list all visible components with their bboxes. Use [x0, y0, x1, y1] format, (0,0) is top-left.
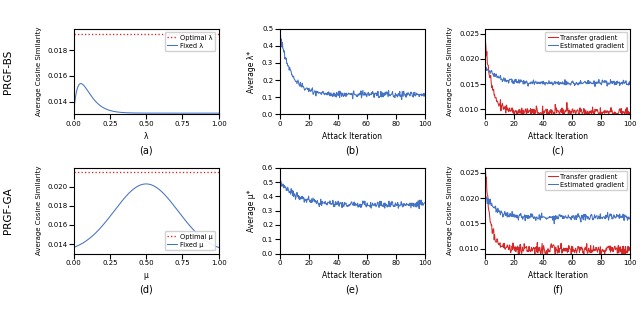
- Fixed μ: [212, 244, 220, 248]
- Fixed μ: [148, 183, 156, 187]
- Fixed λ: [148, 111, 156, 115]
- Transfer gradient: [614, 251, 621, 255]
- Fixed λ: [212, 111, 220, 115]
- Line: Estimated gradient: Estimated gradient: [485, 67, 630, 87]
- Transfer gradient: [481, 39, 489, 43]
- Fixed μ: [139, 183, 147, 186]
- Estimated gradient: [614, 79, 621, 83]
- Estimated gradient: [568, 216, 576, 220]
- Y-axis label: Average Cosine Similarity: Average Cosine Similarity: [447, 166, 453, 256]
- Transfer gradient: [568, 107, 576, 111]
- Estimated gradient: [568, 81, 575, 85]
- Text: (b): (b): [345, 146, 359, 155]
- X-axis label: Attack Iteration: Attack Iteration: [322, 132, 382, 141]
- X-axis label: Attack Iteration: Attack Iteration: [528, 132, 588, 141]
- Transfer gradient: [568, 111, 575, 115]
- Line: Estimated gradient: Estimated gradient: [485, 196, 630, 224]
- Text: (f): (f): [552, 285, 563, 294]
- Transfer gradient: [482, 176, 490, 179]
- Estimated gradient: [571, 217, 579, 221]
- X-axis label: Attack Iteration: Attack Iteration: [528, 271, 588, 281]
- Transfer gradient: [604, 110, 612, 113]
- Text: PRGF-GA: PRGF-GA: [3, 187, 13, 234]
- Fixed λ: [140, 111, 147, 115]
- Estimated gradient: [627, 215, 634, 218]
- Fixed μ: [215, 246, 223, 249]
- Y-axis label: Average Cosine Similarity: Average Cosine Similarity: [447, 27, 453, 116]
- Fixed λ: [215, 111, 223, 115]
- Fixed μ: [189, 227, 196, 231]
- Transfer gradient: [571, 250, 579, 254]
- Legend: Optimal λ, Fixed λ: Optimal λ, Fixed λ: [164, 32, 215, 51]
- Transfer gradient: [482, 44, 490, 48]
- Fixed λ: [189, 111, 196, 115]
- Transfer gradient: [568, 250, 576, 254]
- Estimated gradient: [482, 195, 490, 198]
- Estimated gradient: [568, 80, 575, 84]
- Transfer gradient: [568, 244, 575, 248]
- Estimated gradient: [614, 214, 621, 218]
- Estimated gradient: [591, 85, 599, 88]
- Transfer gradient: [627, 111, 634, 115]
- X-axis label: λ: λ: [144, 132, 148, 141]
- Transfer gradient: [481, 168, 489, 172]
- Line: Fixed λ: Fixed λ: [74, 84, 219, 113]
- Estimated gradient: [481, 194, 489, 197]
- Legend: Optimal μ, Fixed μ: Optimal μ, Fixed μ: [164, 231, 215, 250]
- Line: Fixed μ: Fixed μ: [74, 184, 219, 248]
- Fixed λ: [156, 111, 164, 115]
- Fixed λ: [70, 111, 77, 115]
- Text: (c): (c): [552, 146, 564, 155]
- Text: (e): (e): [345, 285, 359, 294]
- Fixed λ: [139, 111, 147, 115]
- Y-axis label: Average Cosine Similarity: Average Cosine Similarity: [36, 166, 42, 256]
- Text: (d): (d): [140, 285, 153, 294]
- Text: (a): (a): [140, 146, 153, 155]
- Transfer gradient: [518, 116, 526, 120]
- X-axis label: μ: μ: [143, 271, 148, 281]
- X-axis label: Attack Iteration: Attack Iteration: [322, 271, 382, 281]
- Transfer gradient: [614, 113, 621, 116]
- Transfer gradient: [604, 245, 612, 249]
- Estimated gradient: [604, 216, 612, 219]
- Legend: Transfer gradient, Estimated gradient: Transfer gradient, Estimated gradient: [545, 171, 627, 191]
- Y-axis label: Average Cosine Similarity: Average Cosine Similarity: [36, 27, 42, 116]
- Estimated gradient: [570, 81, 578, 85]
- Estimated gradient: [550, 222, 558, 226]
- Fixed μ: [140, 182, 147, 186]
- Line: Transfer gradient: Transfer gradient: [485, 170, 630, 257]
- Fixed μ: [142, 182, 150, 186]
- Transfer gradient: [515, 256, 522, 259]
- Estimated gradient: [568, 214, 575, 218]
- Y-axis label: Average λ*: Average λ*: [248, 50, 257, 93]
- Transfer gradient: [627, 249, 634, 253]
- Estimated gradient: [627, 80, 634, 84]
- Line: Transfer gradient: Transfer gradient: [485, 41, 630, 118]
- Fixed μ: [156, 188, 164, 192]
- Estimated gradient: [481, 65, 489, 68]
- Fixed μ: [70, 246, 77, 249]
- Fixed λ: [77, 82, 84, 86]
- Estimated gradient: [604, 81, 612, 85]
- Y-axis label: Average μ*: Average μ*: [248, 189, 257, 232]
- Text: PRGF-BS: PRGF-BS: [3, 49, 13, 94]
- Estimated gradient: [482, 65, 490, 69]
- Transfer gradient: [571, 108, 579, 112]
- Legend: Transfer gradient, Estimated gradient: Transfer gradient, Estimated gradient: [545, 32, 627, 51]
